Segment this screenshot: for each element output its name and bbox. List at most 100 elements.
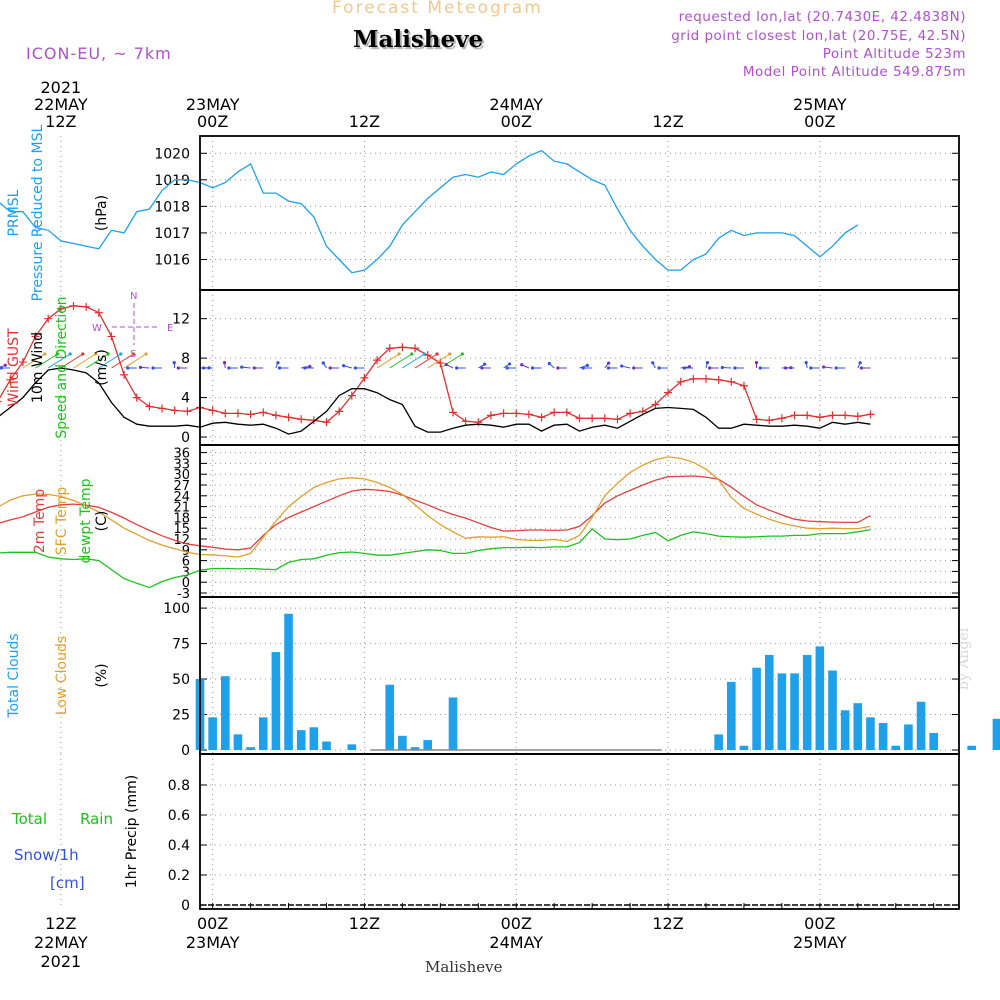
x-axis-label: 12Z	[45, 914, 76, 933]
gust-marker	[18, 358, 27, 367]
y-axis-unit: 1hr Precip (mm)	[124, 775, 140, 888]
wind-arrow-head	[834, 366, 838, 370]
y-tick-label: 27	[173, 479, 190, 494]
gust-marker	[170, 406, 179, 415]
gust-marker	[94, 308, 103, 317]
gust-marker	[271, 411, 280, 420]
y-tick-label: 0.8	[168, 778, 190, 794]
gust-marker	[158, 404, 167, 413]
gust-marker	[613, 415, 622, 424]
gust-marker	[626, 409, 635, 418]
wind-arrow-head	[276, 361, 280, 365]
cloud-bar	[448, 697, 458, 750]
gust-marker	[853, 412, 862, 421]
gust-marker	[537, 413, 546, 422]
gust-marker	[373, 356, 382, 365]
cloud-bar	[840, 710, 850, 750]
y-tick-label: 0.4	[168, 838, 190, 854]
cloud-bar	[752, 667, 761, 750]
gust-marker	[499, 409, 508, 418]
wind-arrow-head	[0, 366, 3, 370]
wind-arrow-head	[460, 352, 464, 356]
x-axis-label: 24MAY	[489, 95, 543, 114]
wind-arrow-head	[93, 352, 98, 356]
series-line	[0, 528, 871, 589]
gust-marker	[335, 407, 344, 416]
x-axis-label: 22MAY	[34, 95, 88, 114]
wind-arrow	[376, 353, 400, 369]
cloud-bar	[739, 745, 749, 750]
gust-marker	[550, 408, 559, 417]
y-axis-label: 10m Wind	[30, 332, 46, 403]
wind-arrow	[414, 353, 438, 369]
wind-arrow	[427, 353, 450, 369]
wind-arrow-head	[222, 361, 227, 365]
gust-marker	[575, 414, 584, 423]
wind-arrow-head	[448, 352, 452, 356]
wind-arrow-head	[507, 362, 512, 366]
cloud-bar	[992, 718, 1000, 750]
series-line	[0, 149, 859, 274]
y-tick-label: 6	[182, 555, 190, 570]
gust-marker	[208, 406, 217, 415]
y-tick-label: 0	[182, 576, 190, 591]
compass-n: N	[130, 291, 137, 302]
compass-s: S	[130, 349, 136, 360]
snow-unit: [cm]	[50, 874, 85, 892]
wind-arrow	[440, 353, 463, 369]
gust-marker	[727, 377, 736, 386]
cloud-bar	[208, 717, 217, 750]
panel-pressure: 1020 1019 1018 1017 1016 PRMSL Pressure Reduce…	[0, 124, 960, 301]
cloud-bar	[347, 744, 357, 750]
y-axis-unit: (m/s)	[94, 349, 110, 386]
cloud-bar	[929, 732, 939, 750]
wind-arrow-head	[138, 365, 143, 369]
gust-marker	[411, 344, 420, 353]
wind-arrow-head	[822, 365, 826, 369]
wind-arrow-head	[106, 352, 110, 356]
gust-marker	[689, 374, 698, 383]
y-axis-label: Speed and Direction	[54, 296, 70, 438]
wind-arrow-head	[126, 366, 130, 370]
wind-arrow	[73, 353, 96, 369]
x-axis-label: 23MAY	[186, 95, 240, 114]
y-tick-label: 21	[173, 501, 190, 516]
gust-marker	[398, 343, 407, 352]
cloud-bar	[258, 717, 268, 750]
wind-arrow	[35, 353, 58, 369]
cloud-bar	[967, 745, 976, 750]
gust-marker	[777, 414, 786, 423]
panel-wind: 12 8 4 0 N S W E Wind GUST 10m Wind Speed and Dire…	[0, 289, 960, 446]
y-axis-unit: (hPa)	[94, 195, 110, 231]
panel-frame	[199, 444, 960, 598]
wind-arrow-head	[585, 363, 589, 367]
y-axis-label: SFC Temp	[54, 487, 70, 556]
cloud-bar	[726, 681, 736, 750]
gust-marker	[56, 304, 65, 313]
y-axis-label: 2m Temp	[32, 489, 48, 553]
wind-arrow-head	[172, 361, 176, 365]
wind-arrow	[111, 353, 134, 369]
gust-marker	[322, 418, 331, 427]
y-tick-label: 12	[172, 312, 190, 328]
cloud-bar	[246, 747, 255, 750]
model-altitude: Model Point Altitude 549.875m	[742, 64, 966, 80]
wind-arrow-head	[397, 352, 401, 356]
wind-arrow-head	[505, 366, 509, 370]
gust-marker	[588, 414, 597, 423]
gust-marker	[6, 375, 15, 384]
y-axis-unit: (%)	[94, 663, 110, 687]
wind-arrow-head	[202, 366, 206, 370]
y-tick-label: 15	[173, 522, 190, 537]
gust-marker	[474, 418, 483, 427]
wind-arrow-head	[144, 352, 148, 356]
rain-label: Total	[11, 810, 47, 828]
wind-arrow-head	[342, 364, 346, 368]
gust-marker	[828, 411, 837, 420]
rain-label: Rain	[80, 810, 113, 828]
cloud-bar	[220, 676, 230, 750]
gust-marker	[132, 393, 141, 402]
wind-arrow-head	[733, 366, 737, 370]
grid-point-coords: grid point closest lon,lat (20.75E, 42.5…	[671, 28, 966, 44]
